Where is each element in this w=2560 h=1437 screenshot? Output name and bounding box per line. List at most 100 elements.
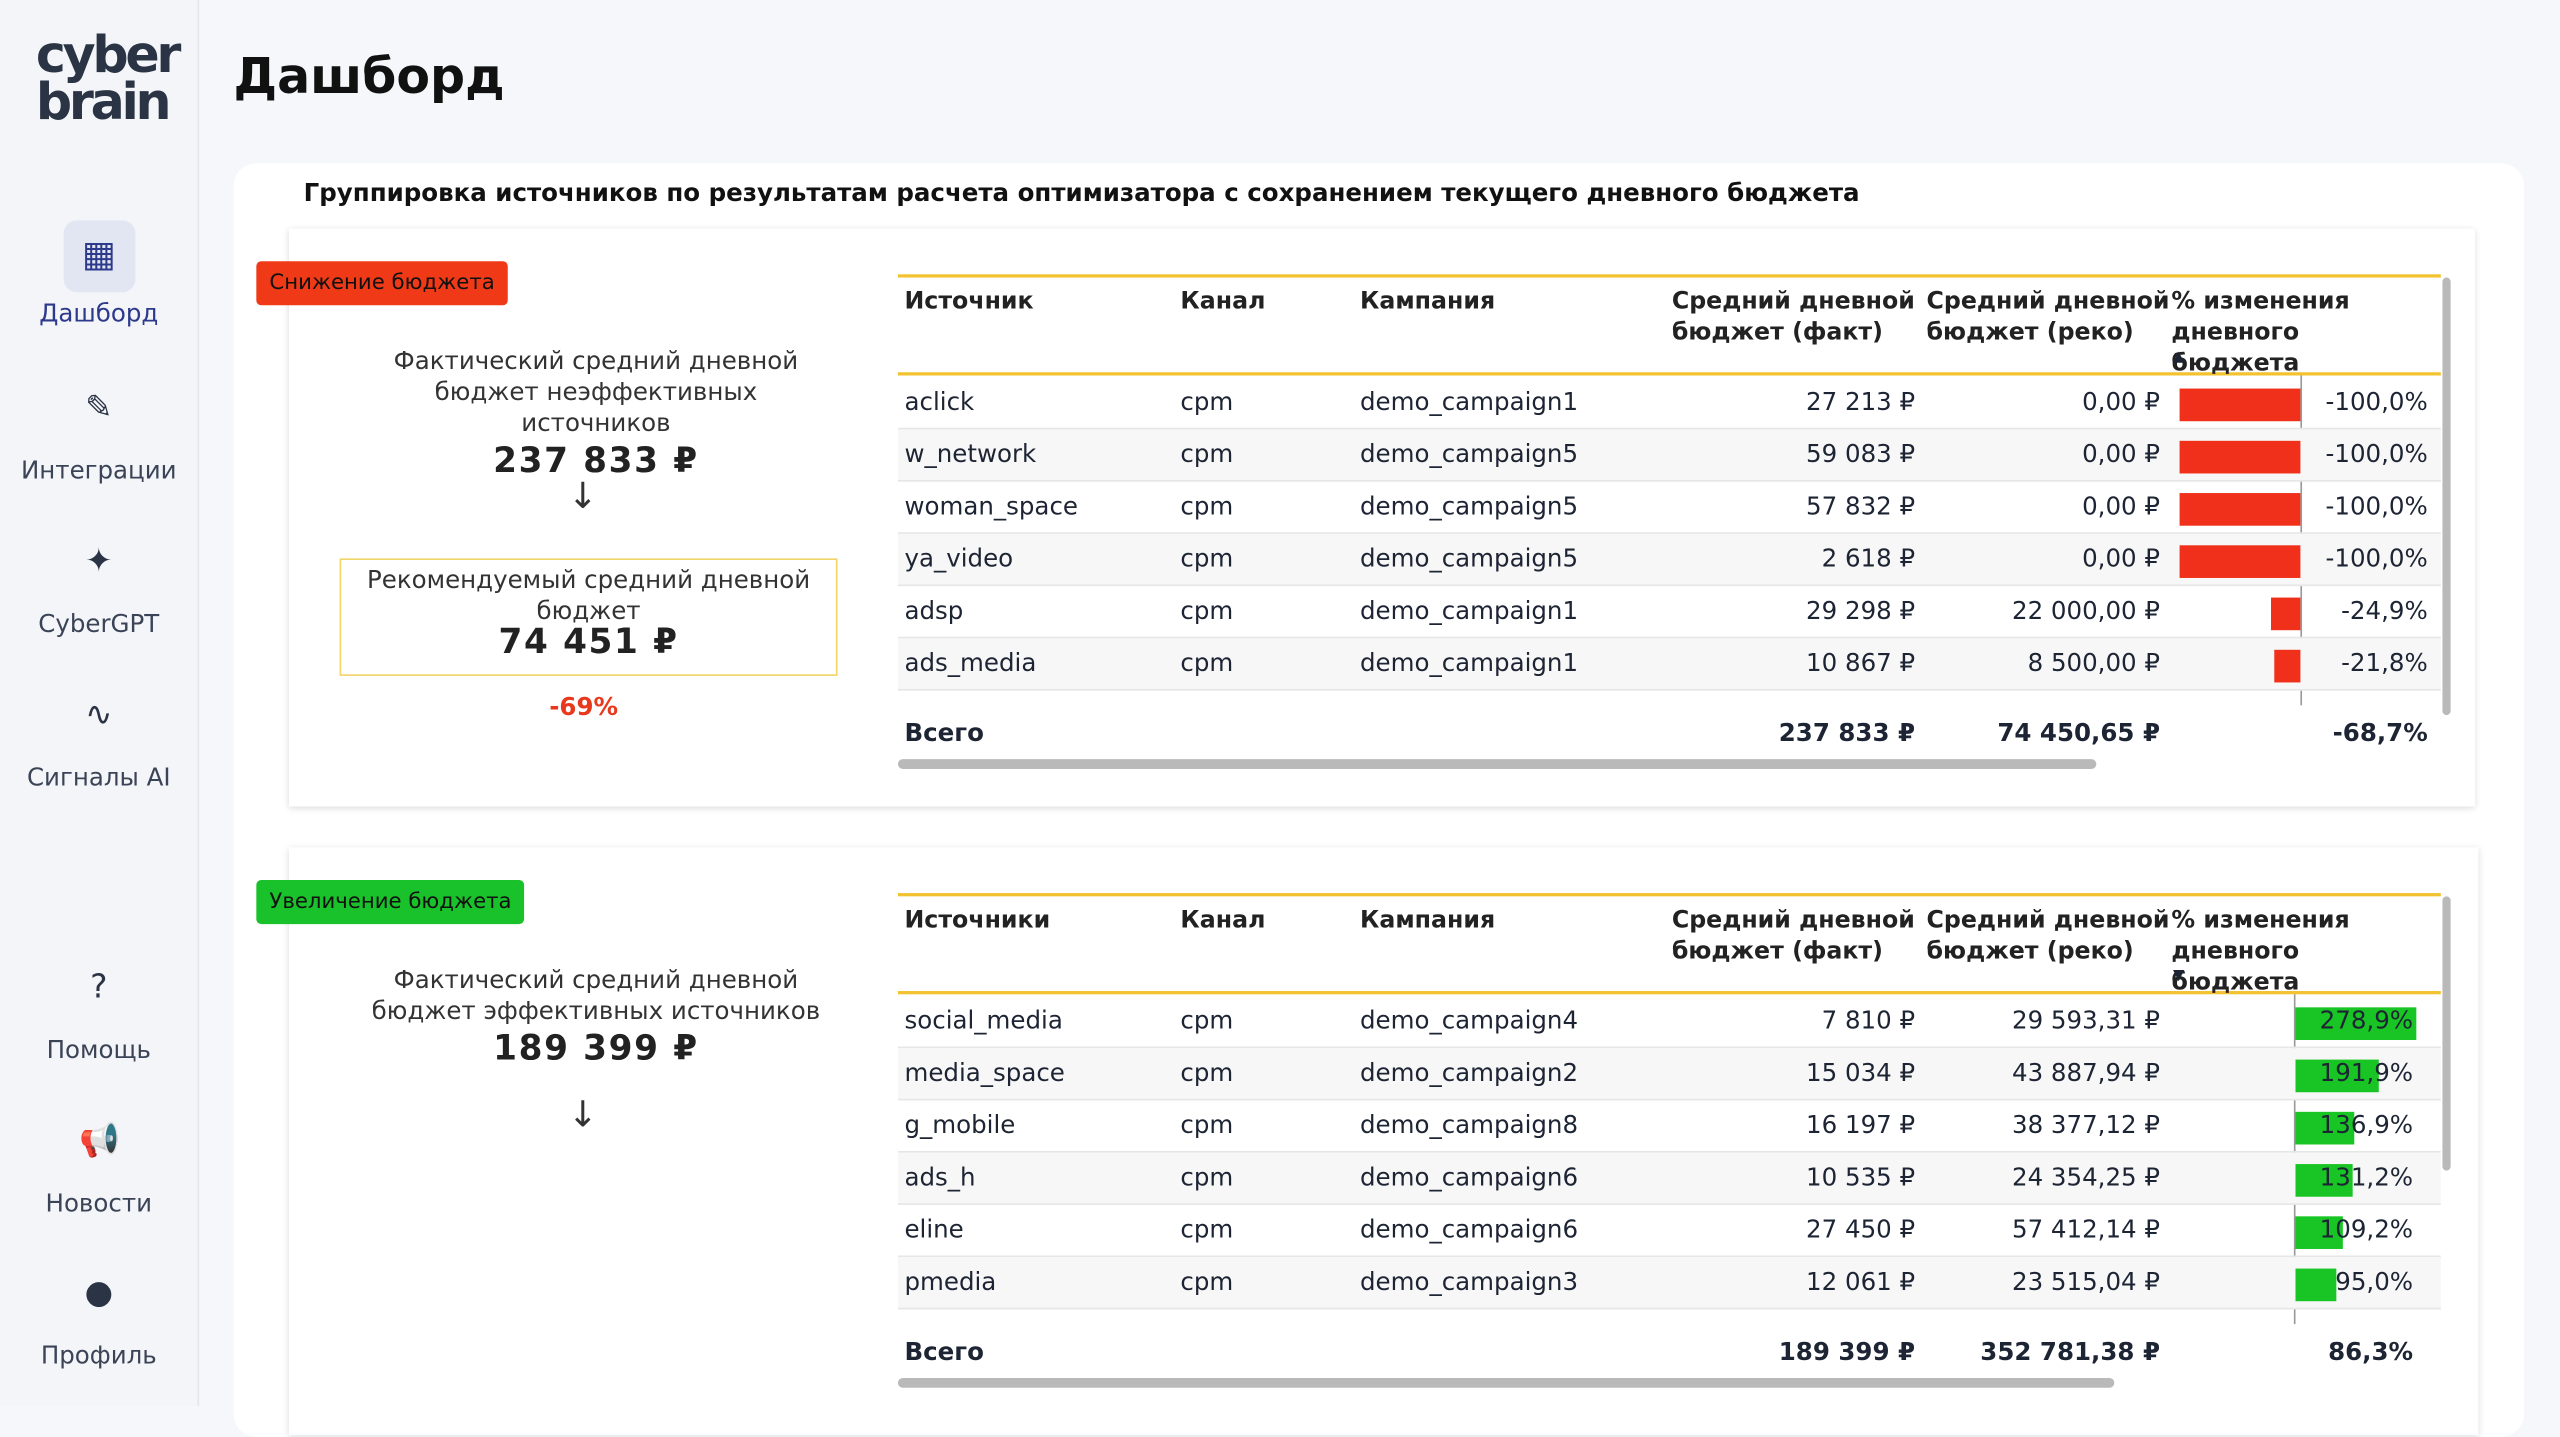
bar — [2179, 388, 2301, 422]
app: cyber brain ▦ Дашборд ✎ Интеграции ✦ CyberGPT ∿… — [0, 0, 2476, 1406]
cell: cpm — [1180, 1266, 1234, 1297]
cell: 22 000,00 ₽ — [2011, 595, 2160, 626]
row-divider — [897, 1203, 2441, 1205]
cell: cpm — [1180, 1162, 1234, 1192]
cell: demo_campaign5 — [1359, 439, 1579, 469]
cell: 136,9% — [2319, 1110, 2414, 1140]
nav-item[interactable]: ● Профиль — [0, 1260, 198, 1370]
cell: 57 832 ₽ — [1806, 491, 1916, 521]
nav-label: Профиль — [40, 1340, 157, 1370]
cell: woman_space — [904, 491, 1078, 521]
nav-icon: ▦ — [62, 220, 135, 293]
cell: 23 515,04 ₽ — [2011, 1266, 2160, 1297]
nav-icon: ● — [84, 1271, 114, 1312]
column-header: Средний дневной бюджет (реко) — [1926, 907, 2170, 965]
cell: demo_campaign2 — [1359, 1057, 1579, 1088]
column-header: Канал — [1180, 288, 1266, 316]
arrow: ↓ — [567, 1095, 598, 1137]
row-divider — [897, 1307, 2441, 1310]
cell: cpm — [1180, 1110, 1234, 1140]
nav-item[interactable]: ✎ Интеграции — [0, 376, 198, 485]
bar — [2179, 440, 2301, 474]
cell: cpm — [1180, 1005, 1234, 1036]
row-bg — [897, 1048, 2441, 1101]
cell: demo_campaign5 — [1359, 491, 1579, 521]
cell: 24 354,25 ₽ — [2011, 1162, 2160, 1192]
cell: cpm — [1180, 439, 1234, 469]
row-divider — [897, 1151, 2441, 1153]
cell: ads_media — [904, 648, 1037, 678]
row-divider — [897, 636, 2441, 639]
summary-label: Рекомендуемый средний дневной бюджет — [366, 564, 811, 626]
cell: ya_video — [904, 543, 1014, 574]
cell: 2 618 ₽ — [1821, 543, 1916, 574]
nav-item[interactable]: ▦ Дашборд — [0, 220, 198, 328]
cell: -100,0% — [2325, 543, 2428, 574]
cell: demo_campaign3 — [1359, 1266, 1579, 1297]
panel — [288, 228, 2476, 807]
cell: demo_campaign1 — [1359, 595, 1579, 626]
delta: -69% — [549, 692, 619, 722]
cell: g_mobile — [904, 1110, 1016, 1140]
cell: 12 061 ₽ — [1806, 1266, 1916, 1297]
column-header: Источники — [904, 907, 1051, 934]
total-cell: 86,3% — [2328, 1337, 2414, 1367]
summary-value: 74 451 ₽ — [498, 622, 679, 662]
cell: 109,2% — [2319, 1214, 2414, 1245]
badge: Увеличение бюджета — [256, 879, 525, 925]
scrollbar[interactable] — [2442, 277, 2451, 716]
scrollbar[interactable] — [897, 759, 2097, 769]
cell: 95,0% — [2335, 1266, 2414, 1297]
nav-item[interactable]: ∿ Сигналы AI — [0, 682, 198, 792]
column-header: % изменения дневного бюджета — [2171, 907, 2350, 996]
cell: -24,9% — [2341, 595, 2428, 626]
cell: cpm — [1180, 491, 1234, 521]
scrollbar[interactable] — [2442, 896, 2451, 1171]
nav-label: Интеграции — [20, 455, 177, 485]
total-label: Всего — [904, 1337, 984, 1367]
table-rule — [897, 274, 2441, 278]
sidebar: cyber brain ▦ Дашборд ✎ Интеграции ✦ CyberGPT ∿… — [0, 0, 200, 1406]
cell: 27 213 ₽ — [1806, 386, 1916, 417]
nav-icon: ? — [90, 966, 108, 1006]
column-header: % изменения дневного бюджета — [2171, 288, 2350, 378]
column-header: Кампания — [1359, 288, 1496, 316]
page-title: Дашборд — [233, 48, 505, 107]
page: cyber brain ▦ Дашборд ✎ Интеграции ✦ CyberGPT ∿… — [0, 0, 2476, 1406]
nav-item[interactable]: 📢 Новости — [0, 1109, 198, 1218]
row-divider — [897, 427, 2441, 430]
scrollbar[interactable] — [897, 1377, 2115, 1388]
cell: 29 593,31 ₽ — [2011, 1005, 2160, 1036]
cell: 0,00 ₽ — [2082, 439, 2160, 469]
logo-line: brain — [35, 73, 172, 133]
column-header: Канал — [1180, 907, 1266, 934]
row-divider — [897, 1255, 2441, 1258]
cell: cpm — [1180, 1057, 1234, 1088]
row-bg — [897, 1257, 2441, 1310]
total-cell: 74 450,65 ₽ — [1997, 718, 2160, 748]
cell: w_network — [904, 439, 1037, 469]
summary: Фактический средний дневной бюджет эффек… — [359, 965, 832, 1065]
badge: Снижение бюджета — [256, 261, 508, 306]
bar — [2295, 1111, 2355, 1145]
cell: 10 535 ₽ — [1806, 1162, 1916, 1192]
bar — [2179, 493, 2301, 526]
summary-label: Фактический средний дневной бюджет эффек… — [371, 964, 821, 1026]
cell: eline — [904, 1214, 964, 1245]
cell: demo_campaign5 — [1359, 543, 1579, 574]
total-cell: -68,7% — [2332, 718, 2428, 748]
cell: cpm — [1180, 543, 1234, 574]
logo: cyber brain — [35, 30, 181, 133]
cell: -21,8% — [2341, 648, 2428, 678]
cell: 278,9% — [2319, 1005, 2414, 1036]
cell: -100,0% — [2325, 491, 2428, 521]
cell: 191,9% — [2319, 1057, 2414, 1088]
cell: demo_campaign8 — [1359, 1110, 1579, 1140]
table-rule — [897, 893, 2441, 897]
nav-item[interactable]: ✦ CyberGPT — [0, 529, 198, 638]
section-title: Группировка источников по результатам ра… — [303, 177, 1860, 208]
sort-icon: ▲ — [2173, 349, 2185, 366]
summary-value: 237 833 ₽ — [493, 440, 699, 480]
nav-item[interactable]: ? Помощь — [0, 955, 198, 1065]
summary: Фактический средний дневной бюджет неэфф… — [359, 346, 832, 477]
